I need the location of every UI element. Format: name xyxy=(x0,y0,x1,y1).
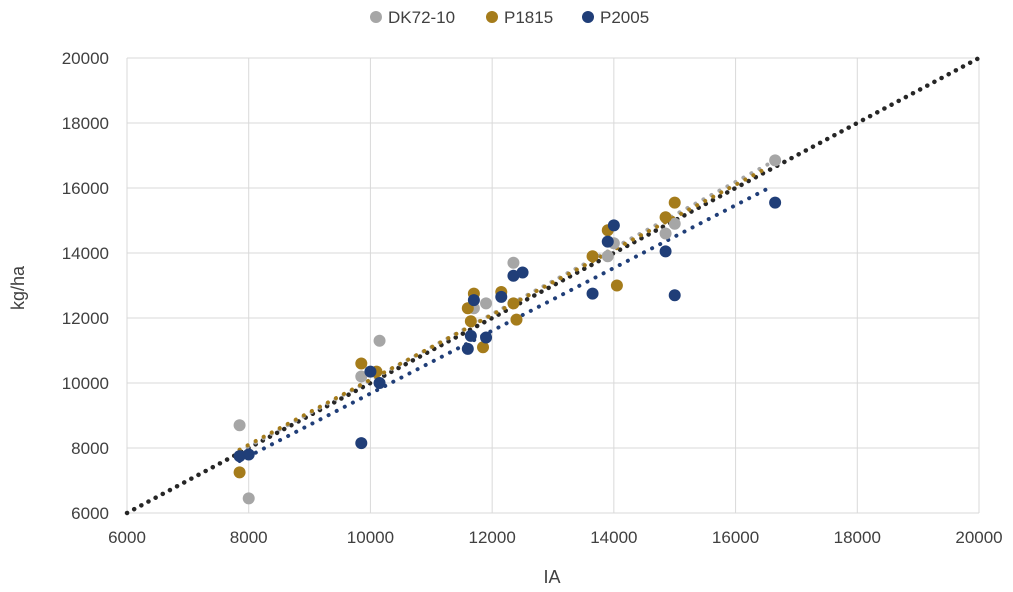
legend-label: P2005 xyxy=(600,8,649,27)
point-p1815 xyxy=(586,250,599,263)
legend-label: P1815 xyxy=(504,8,553,27)
legend-marker xyxy=(486,11,498,23)
point-p2005 xyxy=(373,377,386,389)
point-p1815 xyxy=(668,196,681,209)
point-dk72-10 xyxy=(659,227,672,240)
point-p2005 xyxy=(516,266,529,279)
trendlines xyxy=(237,156,781,463)
point-p2005 xyxy=(355,437,368,450)
legend-marker xyxy=(582,11,594,23)
legend-marker xyxy=(370,11,382,23)
x-tick-label: 6000 xyxy=(108,528,146,547)
point-p2005 xyxy=(480,331,493,344)
point-p1815 xyxy=(233,466,246,479)
point-p2005 xyxy=(607,219,620,232)
y-tick-label: 20000 xyxy=(62,49,109,68)
data-points xyxy=(233,154,782,505)
x-tick-label: 8000 xyxy=(230,528,268,547)
trendline-p2005 xyxy=(237,184,775,463)
reference-line xyxy=(124,55,982,516)
point-p1815 xyxy=(507,297,520,310)
point-dk72-10 xyxy=(601,250,614,263)
y-tick-label: 18000 xyxy=(62,114,109,133)
point-p2005 xyxy=(659,245,672,258)
y-axis-label: kg/ha xyxy=(8,265,28,310)
point-p2005 xyxy=(507,269,520,282)
point-p2005 xyxy=(364,365,377,378)
x-tick-label: 14000 xyxy=(590,528,637,547)
point-p2005 xyxy=(233,450,246,463)
one-to-one-line xyxy=(124,55,982,516)
x-tick-label: 12000 xyxy=(469,528,516,547)
point-p2005 xyxy=(769,196,782,209)
x-axis-label: IA xyxy=(543,567,560,587)
point-p1815 xyxy=(610,279,623,292)
point-p1815 xyxy=(355,357,368,370)
point-p1815 xyxy=(477,341,490,354)
x-tick-label: 16000 xyxy=(712,528,759,547)
x-tick-label: 10000 xyxy=(347,528,394,547)
y-tick-label: 12000 xyxy=(62,309,109,328)
y-tick-label: 10000 xyxy=(62,374,109,393)
point-p2005 xyxy=(601,235,614,248)
y-tick-labels: 6000 8000 10000 12000 14000 16000 18000 20000 xyxy=(62,49,109,523)
point-dk72-10 xyxy=(355,370,368,383)
point-dk72-10 xyxy=(373,334,386,347)
point-dk72-10 xyxy=(480,297,493,310)
point-dk72-10 xyxy=(769,154,782,167)
point-dk72-10 xyxy=(233,419,246,432)
point-p1815 xyxy=(659,211,672,224)
point-dk72-10 xyxy=(242,492,255,505)
point-p2005 xyxy=(464,329,477,342)
y-tick-label: 8000 xyxy=(71,439,109,458)
point-dk72-10 xyxy=(507,256,520,269)
legend-label: DK72-10 xyxy=(388,8,455,27)
point-p2005 xyxy=(495,290,508,303)
point-p2005 xyxy=(461,342,474,355)
y-tick-label: 6000 xyxy=(71,504,109,523)
point-p2005 xyxy=(467,294,480,307)
trendline-p1815 xyxy=(237,166,768,452)
legend: DK72-10 P1815 P2005 xyxy=(370,8,649,27)
y-tick-label: 14000 xyxy=(62,244,109,263)
point-p1815 xyxy=(510,313,523,326)
x-tick-label: 18000 xyxy=(834,528,881,547)
x-tick-labels: 6000 8000 10000 12000 14000 16000 18000 20000 xyxy=(108,528,1003,547)
point-p2005 xyxy=(586,287,599,300)
point-dk72-10 xyxy=(668,217,681,230)
x-tick-label: 20000 xyxy=(955,528,1002,547)
point-p2005 xyxy=(242,448,255,461)
point-p2005 xyxy=(668,289,681,302)
point-p1815 xyxy=(464,315,477,328)
y-tick-label: 16000 xyxy=(62,179,109,198)
